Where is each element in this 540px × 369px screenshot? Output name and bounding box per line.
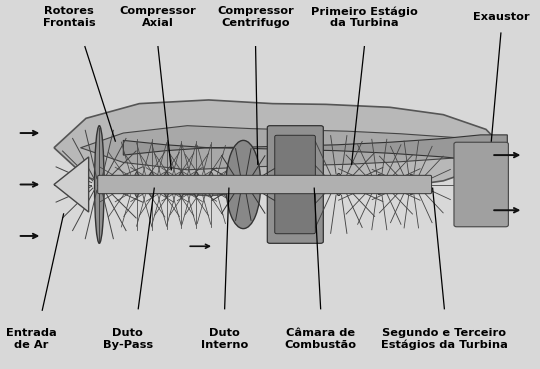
Polygon shape [123,135,507,161]
Text: Entrada
de Ar: Entrada de Ar [6,328,57,350]
Ellipse shape [94,126,104,243]
Text: Câmara de
Combustão: Câmara de Combustão [285,328,356,350]
FancyBboxPatch shape [267,126,323,243]
Text: Compressor
Axial: Compressor Axial [119,6,197,28]
Ellipse shape [408,174,415,195]
Text: Segundo e Terceiro
Estágios da Turbina: Segundo e Terceiro Estágios da Turbina [381,328,508,350]
Ellipse shape [179,172,184,197]
Polygon shape [54,100,507,196]
Ellipse shape [164,172,169,197]
Polygon shape [54,157,89,212]
Text: Compressor
Centrifugo: Compressor Centrifugo [217,6,294,28]
Text: Duto
By-Pass: Duto By-Pass [103,328,153,350]
Ellipse shape [194,172,199,197]
Text: Exaustor: Exaustor [472,12,529,22]
Text: Duto
Interno: Duto Interno [201,328,248,350]
Ellipse shape [208,172,214,197]
Text: Primeiro Estágio
da Turbina: Primeiro Estágio da Turbina [311,6,418,28]
Ellipse shape [134,172,139,197]
Polygon shape [80,126,507,170]
FancyBboxPatch shape [275,135,315,234]
FancyBboxPatch shape [454,142,508,227]
FancyBboxPatch shape [98,175,431,194]
Ellipse shape [335,173,342,196]
Ellipse shape [376,174,382,195]
Text: Rotores
Frontais: Rotores Frontais [43,6,95,28]
Ellipse shape [149,172,154,197]
Ellipse shape [226,140,261,229]
